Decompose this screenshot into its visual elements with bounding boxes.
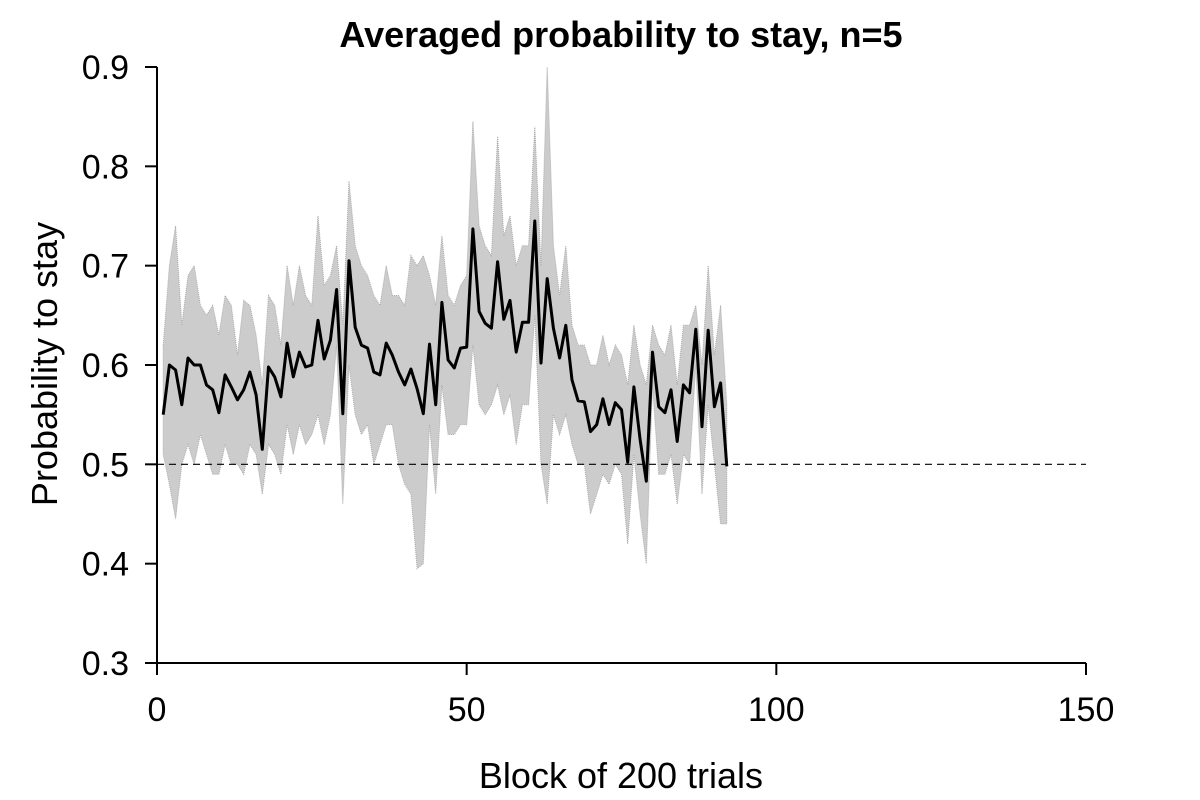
x-tick-label: 150 xyxy=(1058,691,1115,729)
chart-title: Averaged probability to stay, n=5 xyxy=(339,14,902,55)
x-axis-label: Block of 200 trials xyxy=(479,755,763,796)
y-tick-label: 0.4 xyxy=(82,546,129,584)
mean-line xyxy=(161,219,729,483)
x-axis-ticks: 0 50 100 150 xyxy=(148,663,1115,729)
x-tick-label: 50 xyxy=(448,691,486,729)
y-tick-label: 0.5 xyxy=(82,446,129,484)
x-tick-label: 0 xyxy=(148,691,167,729)
y-tick-label: 0.7 xyxy=(82,248,129,286)
x-tick-label: 100 xyxy=(748,691,805,729)
y-axis-label: Probability to stay xyxy=(24,222,65,506)
y-tick-label: 0.3 xyxy=(82,645,129,683)
y-tick-label: 0.9 xyxy=(82,49,129,87)
y-tick-label: 0.6 xyxy=(82,347,129,385)
y-axis-ticks: 0.3 0.4 0.5 0.6 0.7 0.8 0.9 xyxy=(82,49,157,683)
y-tick-label: 0.8 xyxy=(82,148,129,186)
mean-series xyxy=(161,219,729,483)
mean-points xyxy=(163,220,727,482)
